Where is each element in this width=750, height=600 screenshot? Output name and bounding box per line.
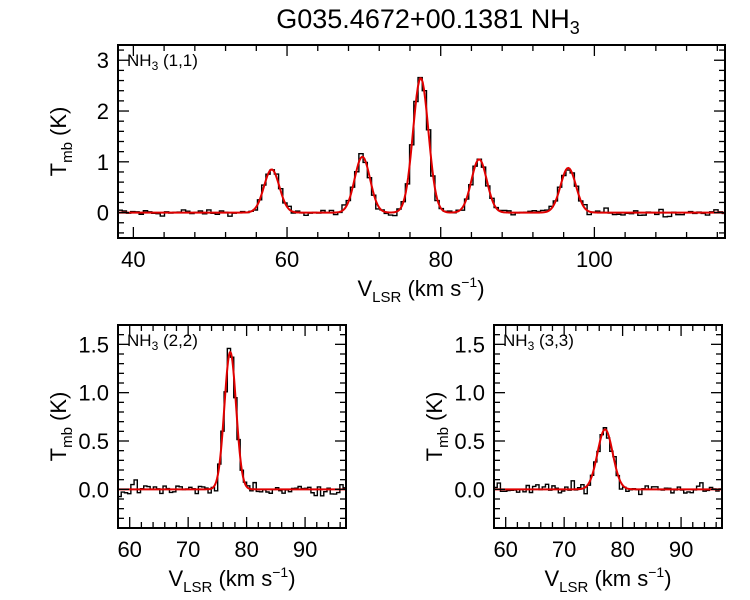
x-axis-title-superscript: −1 [648, 564, 664, 580]
x-axis-title-close: ) [664, 566, 671, 591]
y-axis-title-rest: (K) [46, 107, 71, 142]
y-tick-label: 3 [97, 48, 109, 73]
x-tick-label: 70 [552, 537, 576, 562]
x-tick-label: 80 [610, 537, 634, 562]
x-axis-title-close: ) [288, 566, 295, 591]
y-axis-title: Tmb (K) [46, 392, 76, 462]
y-tick-label: 0.0 [78, 477, 109, 502]
panel-label-rest: (3,3) [534, 331, 574, 350]
x-axis-title-superscript: −1 [272, 564, 288, 580]
x-tick-label: 60 [493, 537, 517, 562]
panel-label: NH3 (1,1) [127, 51, 198, 73]
y-axis-title-main: T [46, 448, 71, 461]
y-tick-label: 0 [97, 201, 109, 226]
x-axis-title: VLSR (km s−1) [544, 564, 671, 596]
x-axis-title-subscript: LSR [559, 579, 588, 596]
fit-line [494, 428, 722, 491]
x-tick-label: 80 [234, 537, 258, 562]
y-tick-label: 2 [97, 99, 109, 124]
y-axis-title: Tmb (K) [46, 107, 76, 177]
x-tick-label: 70 [176, 537, 200, 562]
x-tick-label: 60 [275, 247, 299, 272]
x-tick-label: 100 [576, 247, 613, 272]
x-axis-title-main: V [544, 566, 559, 591]
x-tick-label: 40 [121, 247, 145, 272]
x-axis-title-rest: (km s [212, 566, 272, 591]
x-tick-label: 90 [669, 537, 693, 562]
y-axis-title-subscript: mb [435, 427, 452, 448]
x-axis-title-rest: (km s [588, 566, 648, 591]
panel-nh3-22: 60 70 80 90 0.0 0.5 1.0 1.5 NH3 (2,2) VLSR (km s−… [46, 324, 347, 596]
y-axis-title-subscript: mb [59, 142, 76, 163]
figure-title-main: G035.4672+00.1381 NH [276, 4, 569, 34]
y-axis-title-rest: (K) [46, 392, 71, 427]
fit-line [118, 350, 346, 491]
fit-line [118, 76, 725, 214]
plot-frame [117, 44, 726, 239]
x-tick-label: 60 [117, 537, 141, 562]
y-axis-title-main: T [422, 448, 447, 461]
y-tick-label: 0.5 [78, 429, 109, 454]
y-tick-label: 1.0 [454, 381, 485, 406]
x-axis-title-subscript: LSR [183, 579, 212, 596]
panel-label-subscript: 3 [528, 339, 535, 353]
x-axis-title-subscript: LSR [372, 289, 401, 306]
x-tick-label: 90 [293, 537, 317, 562]
y-tick-label: 1 [97, 150, 109, 175]
plot-frame [117, 324, 347, 529]
y-tick-label: 0.0 [454, 477, 485, 502]
figure-title-subscript: 3 [570, 18, 580, 38]
panel-label: NH3 (2,2) [127, 331, 198, 353]
y-axis-title-main: T [46, 163, 71, 176]
panel-label: NH3 (3,3) [503, 331, 574, 353]
panel-label-rest: (2,2) [158, 331, 198, 350]
panel-label-main: NH [127, 331, 152, 350]
y-axis-title-rest: (K) [422, 392, 447, 427]
y-axis-title-subscript: mb [59, 427, 76, 448]
spectrum-line [494, 426, 722, 496]
x-axis-title-main: V [168, 566, 183, 591]
y-tick-label: 1.0 [78, 381, 109, 406]
panel-label-main: NH [127, 51, 152, 70]
x-axis-title-rest: (km s [401, 276, 461, 301]
y-tick-label: 0.5 [454, 429, 485, 454]
y-tick-label: 1.5 [454, 332, 485, 357]
x-tick-label: 80 [428, 247, 452, 272]
panel-label-subscript: 3 [152, 59, 159, 73]
x-axis-title-superscript: −1 [461, 274, 477, 290]
y-tick-label: 1.5 [78, 332, 109, 357]
plot-frame [493, 324, 723, 529]
y-axis-title: Tmb (K) [422, 392, 452, 462]
x-axis-title-main: V [357, 276, 372, 301]
x-axis-title: VLSR (km s−1) [168, 564, 295, 596]
figure-title: G035.4672+00.1381 NH3 [276, 4, 580, 38]
x-axis-title: VLSR (km s−1) [357, 274, 484, 306]
panel-label-subscript: 3 [152, 339, 159, 353]
x-axis-title-close: ) [477, 276, 484, 301]
panel-label-rest: (1,1) [158, 51, 198, 70]
panel-nh3-33: 60 70 80 90 0.0 0.5 1.0 1.5 NH3 (3,3) VLSR (km s−… [422, 324, 723, 596]
panel-label-main: NH [503, 331, 528, 350]
